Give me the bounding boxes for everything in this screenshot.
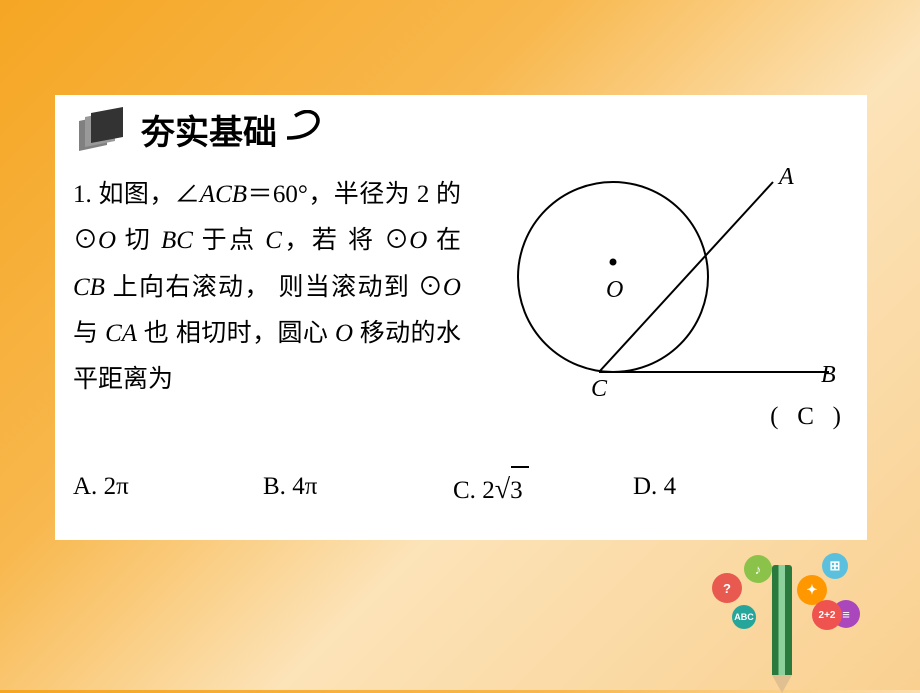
slide-content-panel: 夯实基础 1. 如图，∠ACB＝60°，半径为 2 的 ⊙O 切 BC 于点 C… [55,95,867,540]
option-value: 4π [292,473,317,500]
text-segment: 与 [73,320,105,347]
angle-letters: ACB [200,181,247,208]
text-segment: 相切时，圆心 [176,320,335,347]
option-label: B. [263,473,286,500]
option-b: B. 4π [263,464,453,516]
label-B: B [821,362,836,388]
label-C: C [591,376,608,402]
answer-indicator: ( C ) [770,394,841,440]
angle-value: ＝60° [247,181,308,208]
label-A: A [777,164,794,190]
section-title: 夯实基础 [141,105,277,154]
bubble-icon: ⊞ [822,553,848,579]
var-C: C [265,227,282,254]
text-segment: 则当滚动到 ⊙ [278,274,442,301]
label-O: O [606,277,623,303]
pencil-icon [772,565,792,675]
bubble-icon: 2+2 [812,600,842,630]
var-O: O [443,274,461,301]
radicand: 3 [510,477,523,504]
text-segment: 在 [427,227,461,254]
circle-tangent-diagram: O A B C [469,164,839,404]
var-CB: CB [73,274,105,301]
text-segment: 移动的水 [353,320,461,347]
var-O: O [335,320,353,347]
option-label: A. [73,473,97,500]
problem-block: 1. 如图，∠ACB＝60°，半径为 2 的 ⊙O 切 BC 于点 C，若 将 … [73,172,849,403]
var-O: O [409,227,427,254]
problem-text-left: 1. 如图，∠ACB＝60°，半径为 2 的 ⊙O 切 BC 于点 C，若 将 … [73,172,461,403]
text-segment: 于点 [193,227,265,254]
text-segment: ，若 [282,227,339,254]
text-segment: 也 [137,320,169,347]
option-c: C. 2√3 [453,464,633,516]
var-CA: CA [105,320,137,347]
option-value: 2π [104,473,129,500]
text-segment: 将 ⊙ [348,227,409,254]
papers-icon [73,107,131,152]
var-BC: BC [161,227,193,254]
angle-prefix: ∠ [175,181,200,208]
problem-number: 1. [73,181,92,208]
text-segment: 如图， [98,181,174,208]
option-label: C. [453,477,476,504]
text-segment: 上向右滚动， [105,274,271,301]
option-d: D. 4 [633,464,676,516]
option-a: A. 2π [73,464,263,516]
title-underline-icon [287,110,329,150]
text-segment: 平距离为 [73,366,173,393]
text-segment: 切 [116,227,161,254]
var-O: O [98,227,116,254]
bubble-icon: ♪ [744,555,772,583]
paren-close: ) [833,403,841,430]
paren-open: ( [770,403,778,430]
option-label: D. [633,473,657,500]
section-header: 夯实基础 [73,105,849,154]
answer-value: C [797,403,814,430]
bubble-icon: ABC [732,605,756,629]
text-segment: ，半径为 [308,181,410,208]
bubble-icon: ? [712,573,742,603]
sqrt-symbol: √ [495,474,510,505]
options-row: A. 2π B. 4π C. 2√3 D. 4 [73,464,843,516]
figure-diagram: O A B C [469,164,839,420]
option-value: 4 [664,473,677,500]
sqrt-expr: √3 [495,464,523,516]
decoration-corner: ? ♪ ✦ ⊞ ≡ ABC 2+2 [702,545,882,675]
option-prefix: 2 [482,477,495,504]
